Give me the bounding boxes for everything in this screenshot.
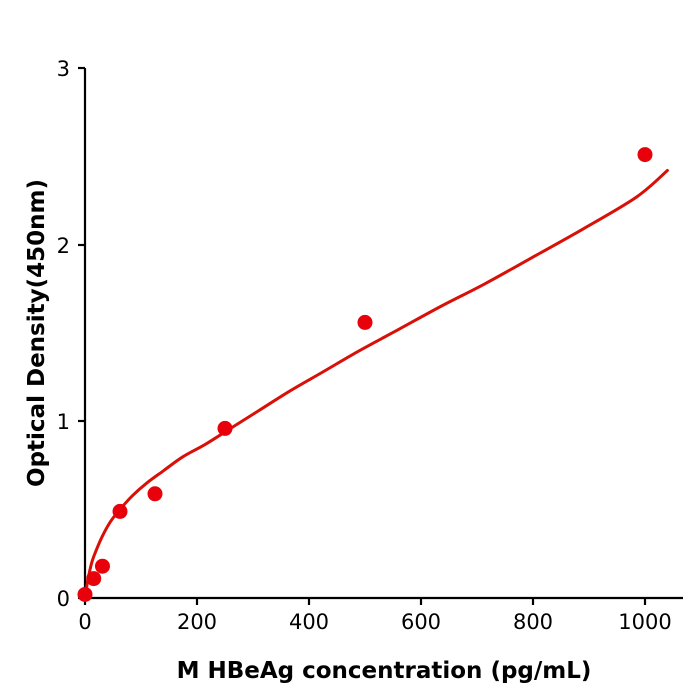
x-tick-label-400: 400	[289, 610, 329, 634]
data-point	[86, 571, 102, 587]
data-point	[357, 314, 373, 330]
data-point	[147, 486, 163, 502]
y-tick-label-3: 3	[57, 57, 70, 81]
data-point	[94, 558, 110, 574]
data-point-markers	[77, 147, 653, 602]
data-point	[77, 586, 93, 602]
y-tick-label-1: 1	[57, 410, 70, 434]
x-axis-title: M HBeAg concentration (pg/mL)	[177, 658, 592, 684]
y-axis-tick-labels: 0 1 2 3	[57, 57, 70, 611]
x-axis-tick-labels: 0 200 400 600 800 1000	[78, 610, 671, 634]
y-axis-title: Optical Density(450nm)	[24, 179, 50, 487]
data-point	[217, 420, 233, 436]
x-tick-label-1000: 1000	[618, 610, 671, 634]
x-tick-label-600: 600	[401, 610, 441, 634]
data-point	[637, 147, 653, 163]
data-point	[112, 503, 128, 519]
y-tick-label-0: 0	[57, 587, 70, 611]
fit-curve	[83, 168, 669, 600]
x-tick-label-800: 800	[513, 610, 553, 634]
x-tick-label-200: 200	[177, 610, 217, 634]
x-tick-label-0: 0	[78, 610, 91, 634]
y-tick-label-2: 2	[57, 234, 70, 258]
